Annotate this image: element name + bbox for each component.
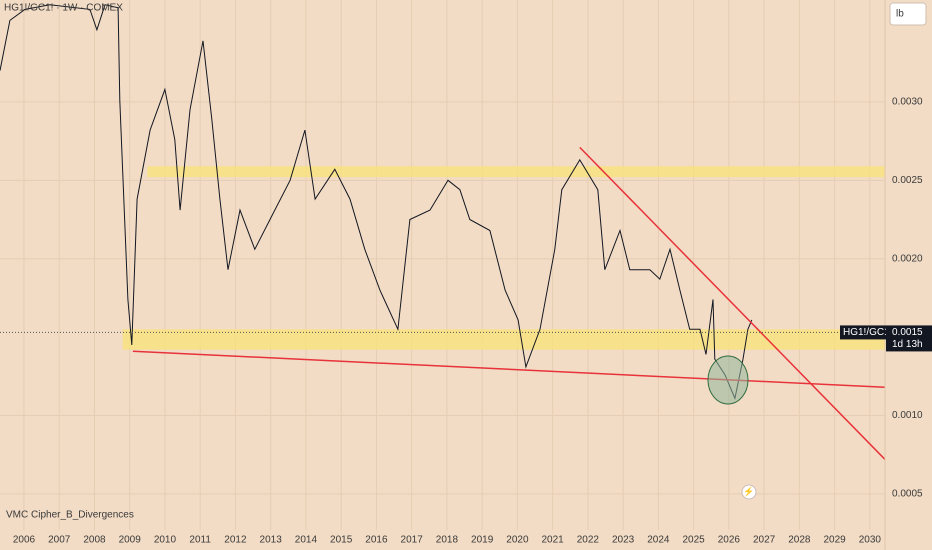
- price-box: [886, 325, 932, 352]
- chart-title: HG1!/GC1! · 1W · COMEX: [4, 3, 123, 14]
- trendline: [132, 350, 886, 389]
- axes: 2006 2007 2008 2009 2010 2011 2012 2013 2014 2015…: [13, 97, 932, 546]
- event-icon[interactable]: [741, 484, 757, 500]
- price-line: [0, 4, 753, 400]
- x-tick-label: 2012: [224, 535, 247, 546]
- x-tick-label: 2025: [682, 535, 705, 546]
- x-tick-label: 2017: [401, 535, 424, 546]
- unit-button-label[interactable]: lb: [896, 9, 904, 20]
- countdown: 1d 13h: [892, 339, 923, 350]
- plot: [0, 4, 886, 460]
- x-tick-label: 2028: [788, 535, 811, 546]
- zone: [147, 166, 885, 178]
- x-tick-label: 2030: [859, 535, 882, 546]
- x-tick-label: 2029: [823, 535, 846, 546]
- zone: [122, 329, 885, 350]
- y-tick-label: 0.0020: [892, 253, 923, 264]
- y-tick-label: 0.0005: [892, 489, 923, 500]
- x-tick-label: 2023: [612, 535, 635, 546]
- x-tick-label: 2019: [471, 535, 494, 546]
- x-tick-label: 2008: [83, 535, 106, 546]
- x-tick-label: 2022: [577, 535, 600, 546]
- y-tick-label: 0.0030: [892, 97, 923, 108]
- x-tick-label: 2021: [542, 535, 565, 546]
- x-tick-label: 2013: [260, 535, 283, 546]
- y-tick-label: 0.0010: [892, 410, 923, 421]
- x-tick-label: 2016: [365, 535, 388, 546]
- price-name: HG1!/GC1!: [843, 327, 892, 338]
- x-tick-label: 2007: [48, 535, 71, 546]
- price-name-box: [840, 325, 886, 340]
- trendline: [579, 146, 886, 460]
- x-tick-label: 2024: [647, 535, 670, 546]
- x-tick-label: 2010: [154, 535, 177, 546]
- grid: [0, 0, 885, 530]
- x-tick-label: 2027: [753, 535, 776, 546]
- x-tick-label: 2020: [506, 535, 529, 546]
- event-icon-glyph[interactable]: ⚡: [743, 485, 754, 497]
- highlight-ellipse: [707, 355, 749, 405]
- y-tick-label: 0.0025: [892, 175, 923, 186]
- x-tick-label: 2014: [295, 535, 318, 546]
- x-tick-label: 2026: [718, 535, 741, 546]
- price-label: 0.0015: [892, 327, 923, 338]
- x-tick-label: 2015: [330, 535, 353, 546]
- x-tick-label: 2006: [13, 535, 36, 546]
- x-tick-label: 2011: [189, 535, 211, 546]
- unit-button[interactable]: [889, 2, 927, 26]
- x-tick-label: 2018: [436, 535, 459, 546]
- x-tick-label: 2009: [119, 535, 142, 546]
- indicator-label: VMC Cipher_B_Divergences: [6, 510, 134, 521]
